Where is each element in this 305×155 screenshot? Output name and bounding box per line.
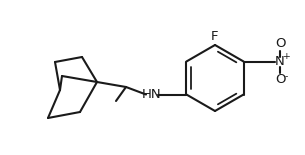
Text: HN: HN (142, 88, 162, 101)
Text: O: O (275, 37, 285, 50)
Text: +: + (282, 52, 290, 61)
Text: -: - (284, 72, 288, 81)
Text: F: F (211, 29, 219, 42)
Text: O: O (275, 73, 285, 86)
Text: N: N (275, 55, 285, 68)
